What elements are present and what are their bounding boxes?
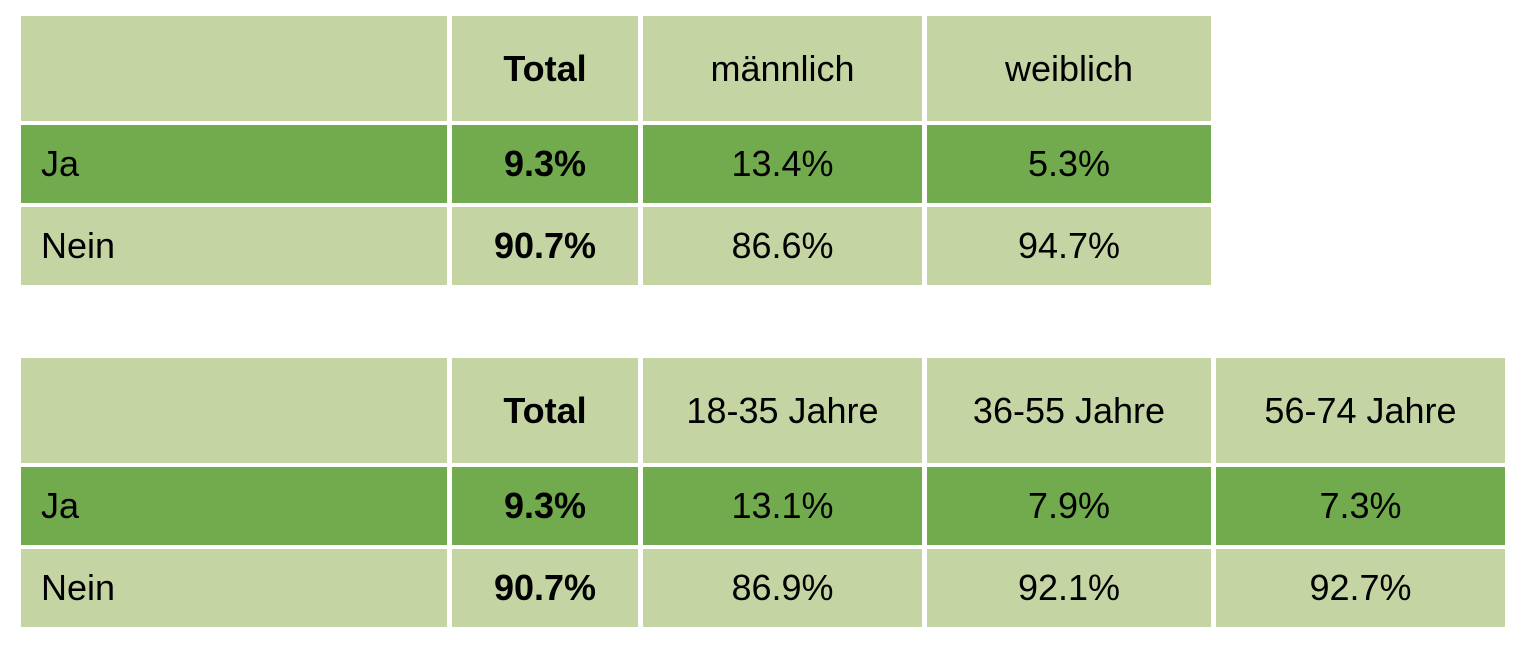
cell-maennlich: 13.4% <box>643 125 922 203</box>
table-row-ja: Ja 9.3% 13.4% 5.3% <box>21 125 1211 203</box>
header-cell-empty <box>21 358 447 463</box>
cell-18-35: 13.1% <box>643 467 922 545</box>
header-cell-18-35: 18-35 Jahre <box>643 358 922 463</box>
header-cell-total: Total <box>452 358 638 463</box>
header-cell-empty <box>21 16 447 121</box>
header-cell-maennlich: männlich <box>643 16 922 121</box>
cell-36-55: 7.9% <box>927 467 1211 545</box>
gender-table: Total männlich weiblich Ja 9.3% 13.4% 5.… <box>16 12 1216 289</box>
table-header-row: Total 18-35 Jahre 36-55 Jahre 56-74 Jahr… <box>21 358 1505 463</box>
cell-weiblich: 94.7% <box>927 207 1211 285</box>
cell-maennlich: 86.6% <box>643 207 922 285</box>
cell-total: 9.3% <box>452 467 638 545</box>
table-row-nein: Nein 90.7% 86.9% 92.1% 92.7% <box>21 549 1505 627</box>
cell-56-74: 7.3% <box>1216 467 1505 545</box>
cell-total: 90.7% <box>452 549 638 627</box>
cell-18-35: 86.9% <box>643 549 922 627</box>
row-label: Nein <box>21 207 447 285</box>
table-header-row: Total männlich weiblich <box>21 16 1211 121</box>
row-label: Ja <box>21 125 447 203</box>
cell-weiblich: 5.3% <box>927 125 1211 203</box>
header-cell-56-74: 56-74 Jahre <box>1216 358 1505 463</box>
cell-56-74: 92.7% <box>1216 549 1505 627</box>
header-cell-total: Total <box>452 16 638 121</box>
row-label: Nein <box>21 549 447 627</box>
cell-total: 90.7% <box>452 207 638 285</box>
table-row-nein: Nein 90.7% 86.6% 94.7% <box>21 207 1211 285</box>
row-label: Ja <box>21 467 447 545</box>
cell-total: 9.3% <box>452 125 638 203</box>
header-cell-36-55: 36-55 Jahre <box>927 358 1211 463</box>
age-table: Total 18-35 Jahre 36-55 Jahre 56-74 Jahr… <box>16 354 1510 631</box>
cell-36-55: 92.1% <box>927 549 1211 627</box>
header-cell-weiblich: weiblich <box>927 16 1211 121</box>
table-row-ja: Ja 9.3% 13.1% 7.9% 7.3% <box>21 467 1505 545</box>
